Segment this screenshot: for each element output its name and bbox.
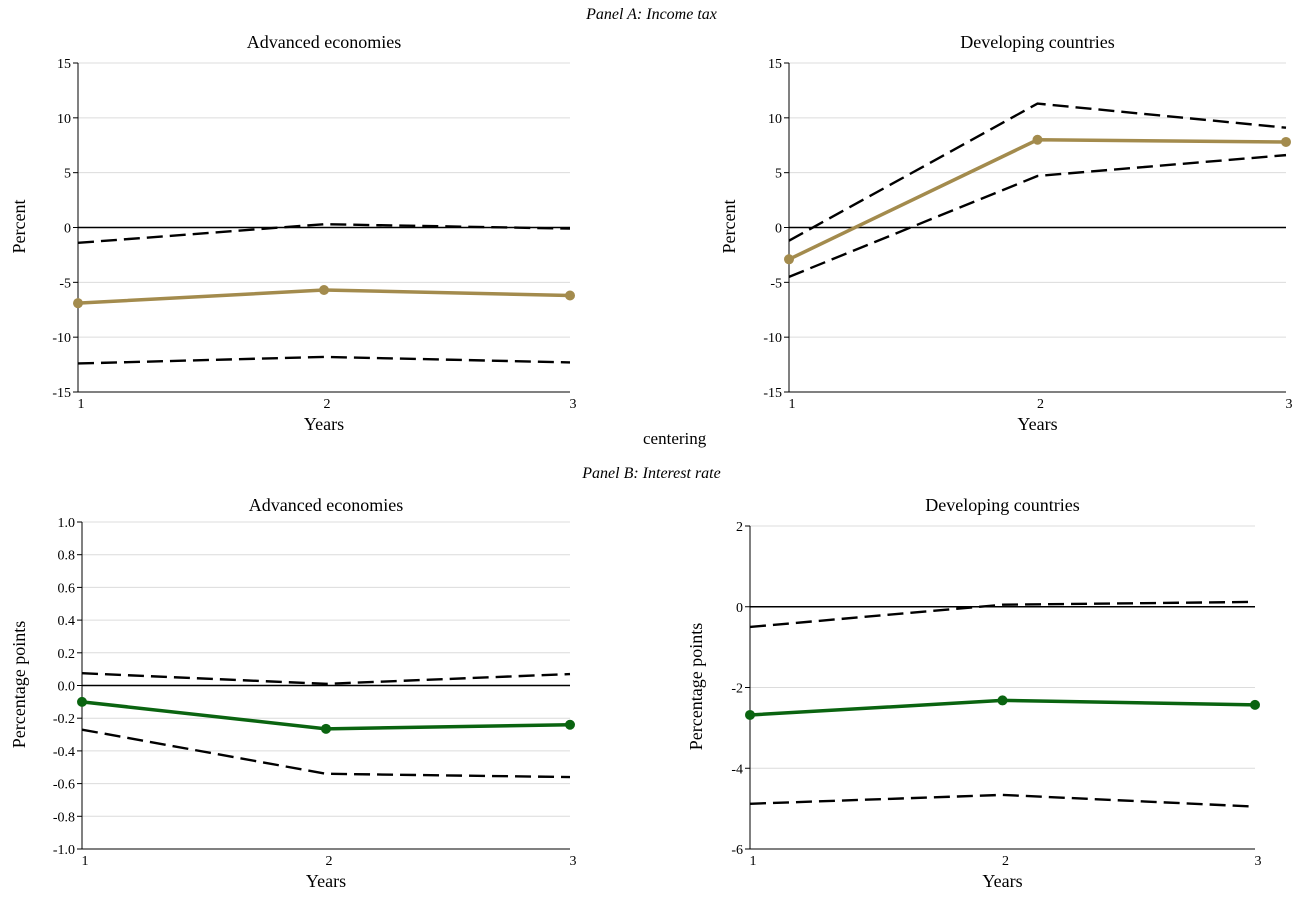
y-axis-label: Percent <box>719 200 739 254</box>
x-tick-label: 2 <box>1002 854 1009 869</box>
y-tick-label: -1.0 <box>53 843 75 858</box>
confidence-band-line <box>77 355 571 365</box>
y-tick-label: -10 <box>52 331 71 346</box>
y-tick-label: -10 <box>763 331 782 346</box>
confidence-band-line <box>788 153 1287 278</box>
y-tick-label: 0.4 <box>58 614 76 629</box>
estimate-point <box>997 695 1008 706</box>
x-tick-label: 1 <box>82 854 89 869</box>
y-tick-label: -15 <box>52 386 71 401</box>
x-tick-label: 3 <box>570 854 577 869</box>
y-tick-label: 0.0 <box>58 680 76 695</box>
confidence-band-line <box>81 672 571 686</box>
estimate-point <box>77 696 87 707</box>
confidence-band-line <box>749 793 1256 808</box>
panel-b-title: Panel B: Interest rate <box>582 465 721 482</box>
chart-title: Advanced economies <box>247 32 401 52</box>
estimate-point <box>565 290 575 301</box>
y-tick-label: 0 <box>64 222 71 237</box>
y-tick-label: 5 <box>64 167 71 182</box>
confidence-band-line <box>81 728 571 779</box>
confidence-band-line <box>749 600 1256 629</box>
y-tick-label: 0 <box>775 222 782 237</box>
x-tick-label: 1 <box>789 397 796 412</box>
y-tick-label: -2 <box>731 682 743 697</box>
estimate-point <box>73 298 83 309</box>
x-tick-label: 2 <box>324 397 331 412</box>
chart-title: Advanced economies <box>249 495 403 515</box>
x-axis-label: Years <box>982 871 1022 891</box>
y-axis-label: Percent <box>9 200 29 254</box>
chart-title: Developing countries <box>925 495 1079 515</box>
estimate-line <box>788 138 1287 261</box>
y-axis-label: Percentage points <box>690 623 706 750</box>
y-tick-label: -0.4 <box>53 745 75 760</box>
estimate-point <box>565 719 575 730</box>
chart-title: Developing countries <box>960 32 1114 52</box>
y-tick-label: 2 <box>736 520 743 535</box>
y-axis-label: Percentage points <box>9 621 29 748</box>
y-tick-label: -5 <box>770 276 782 291</box>
x-tick-label: 3 <box>570 397 577 412</box>
chart-developing-interest-rate: -6 -4 -2 0 2 1 2 3 Developing countries Years Perc… <box>690 495 1262 891</box>
chart-advanced-income-tax: -15 -10 -5 0 5 10 15 1 2 3 Advanced economies Years… <box>9 32 577 434</box>
x-axis-label: Years <box>1017 414 1057 434</box>
y-tick-label: 5 <box>775 167 782 182</box>
chart-developing-income-tax: -15 -10 -5 0 5 10 15 1 2 3 Developing countries Yea… <box>719 32 1293 434</box>
y-tick-label: -0.6 <box>53 778 75 793</box>
y-tick-label: -4 <box>731 762 743 777</box>
chart-advanced-interest-rate: -1.0 -0.8 -0.6 -0.4 -0.2 0.0 0.2 0.4 0.6 0.8 1.0 1 2… <box>9 495 577 891</box>
x-tick-label: 2 <box>1037 397 1044 412</box>
x-tick-label: 2 <box>326 854 333 869</box>
y-tick-label: 10 <box>768 112 782 127</box>
y-tick-label: 1.0 <box>58 516 76 531</box>
confidence-band-line <box>788 102 1287 242</box>
x-axis-label: Years <box>306 871 346 891</box>
y-tick-label: 15 <box>57 57 71 72</box>
panel-a-title: Panel A: Income tax <box>586 6 717 23</box>
y-tick-label: 15 <box>768 57 782 72</box>
x-tick-label: 3 <box>1286 397 1293 412</box>
x-axis-label: Years <box>304 414 344 434</box>
x-tick-label: 1 <box>78 397 85 412</box>
estimate-point <box>784 254 794 265</box>
y-tick-label: 0.2 <box>58 647 76 662</box>
estimate-point <box>1281 136 1291 147</box>
y-tick-label: -6 <box>731 843 743 858</box>
y-tick-label: -0.8 <box>53 810 75 825</box>
estimate-point <box>1032 134 1043 145</box>
y-tick-label: -15 <box>763 386 782 401</box>
x-tick-label: 3 <box>1255 854 1262 869</box>
estimate-point <box>745 709 755 720</box>
estimate-point <box>321 723 331 734</box>
y-tick-label: 10 <box>57 112 71 127</box>
y-tick-label: -5 <box>59 276 71 291</box>
confidence-band-line <box>77 223 571 245</box>
y-tick-label: -0.2 <box>53 712 75 727</box>
x-tick-label: 1 <box>750 854 757 869</box>
estimate-point <box>1250 699 1260 710</box>
y-tick-label: 0.8 <box>58 549 76 564</box>
y-tick-label: 0 <box>736 601 743 616</box>
y-tick-label: 0.6 <box>58 581 76 596</box>
estimate-point <box>319 285 329 296</box>
stray-caption-text: centering <box>643 429 707 448</box>
